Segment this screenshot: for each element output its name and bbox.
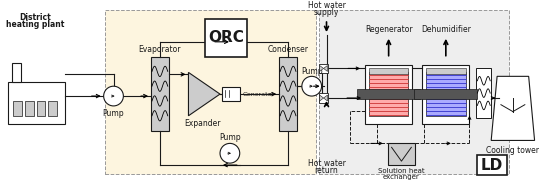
Bar (279, 57, 297, 131)
Bar (222, 87, 240, 101)
Bar (319, 63, 329, 73)
Text: exchanger: exchanger (383, 174, 420, 180)
Bar (365, 65, 412, 124)
Text: Evaporator: Evaporator (138, 45, 181, 54)
Polygon shape (324, 65, 327, 71)
Bar (388, 143, 415, 165)
Text: LD: LD (481, 158, 503, 173)
Polygon shape (188, 72, 220, 116)
Text: Hot water: Hot water (307, 1, 345, 10)
Bar (25, 101, 34, 116)
Bar (8, 82, 65, 124)
Text: Pump: Pump (301, 67, 323, 76)
Bar (369, 68, 408, 74)
Polygon shape (320, 95, 324, 101)
Polygon shape (491, 76, 534, 140)
Text: heating plant: heating plant (7, 20, 65, 28)
Text: return: return (314, 166, 338, 174)
Text: supply: supply (314, 8, 339, 17)
Bar (319, 93, 329, 103)
Bar (476, 68, 491, 118)
Polygon shape (320, 65, 324, 71)
Bar (36, 101, 46, 116)
Text: Hot water: Hot water (307, 159, 345, 168)
Text: Pump: Pump (219, 133, 241, 142)
Text: Generator: Generator (243, 92, 275, 97)
Text: Regenerator: Regenerator (365, 26, 413, 34)
Circle shape (104, 86, 123, 106)
Circle shape (302, 76, 321, 96)
Bar (422, 65, 470, 124)
Bar (12, 63, 21, 82)
Bar (357, 89, 420, 99)
Bar (477, 155, 507, 175)
Text: Pump: Pump (103, 109, 124, 118)
Bar (414, 89, 477, 99)
Text: Expander: Expander (184, 119, 220, 128)
Bar (319, 10, 509, 174)
Text: Cooling tower: Cooling tower (487, 146, 539, 155)
Polygon shape (324, 95, 327, 101)
Bar (205, 19, 247, 57)
Text: Solution heat: Solution heat (378, 168, 425, 174)
Text: ORC: ORC (208, 30, 244, 45)
Bar (426, 72, 465, 116)
Circle shape (220, 143, 240, 163)
Bar (13, 101, 22, 116)
Bar (426, 68, 465, 74)
Bar (48, 101, 58, 116)
Text: District: District (20, 13, 52, 22)
Text: Condenser: Condenser (268, 45, 308, 54)
Bar (151, 57, 169, 131)
Bar (104, 10, 316, 174)
Text: Dehumidifier: Dehumidifier (421, 26, 471, 34)
Bar (369, 72, 408, 116)
